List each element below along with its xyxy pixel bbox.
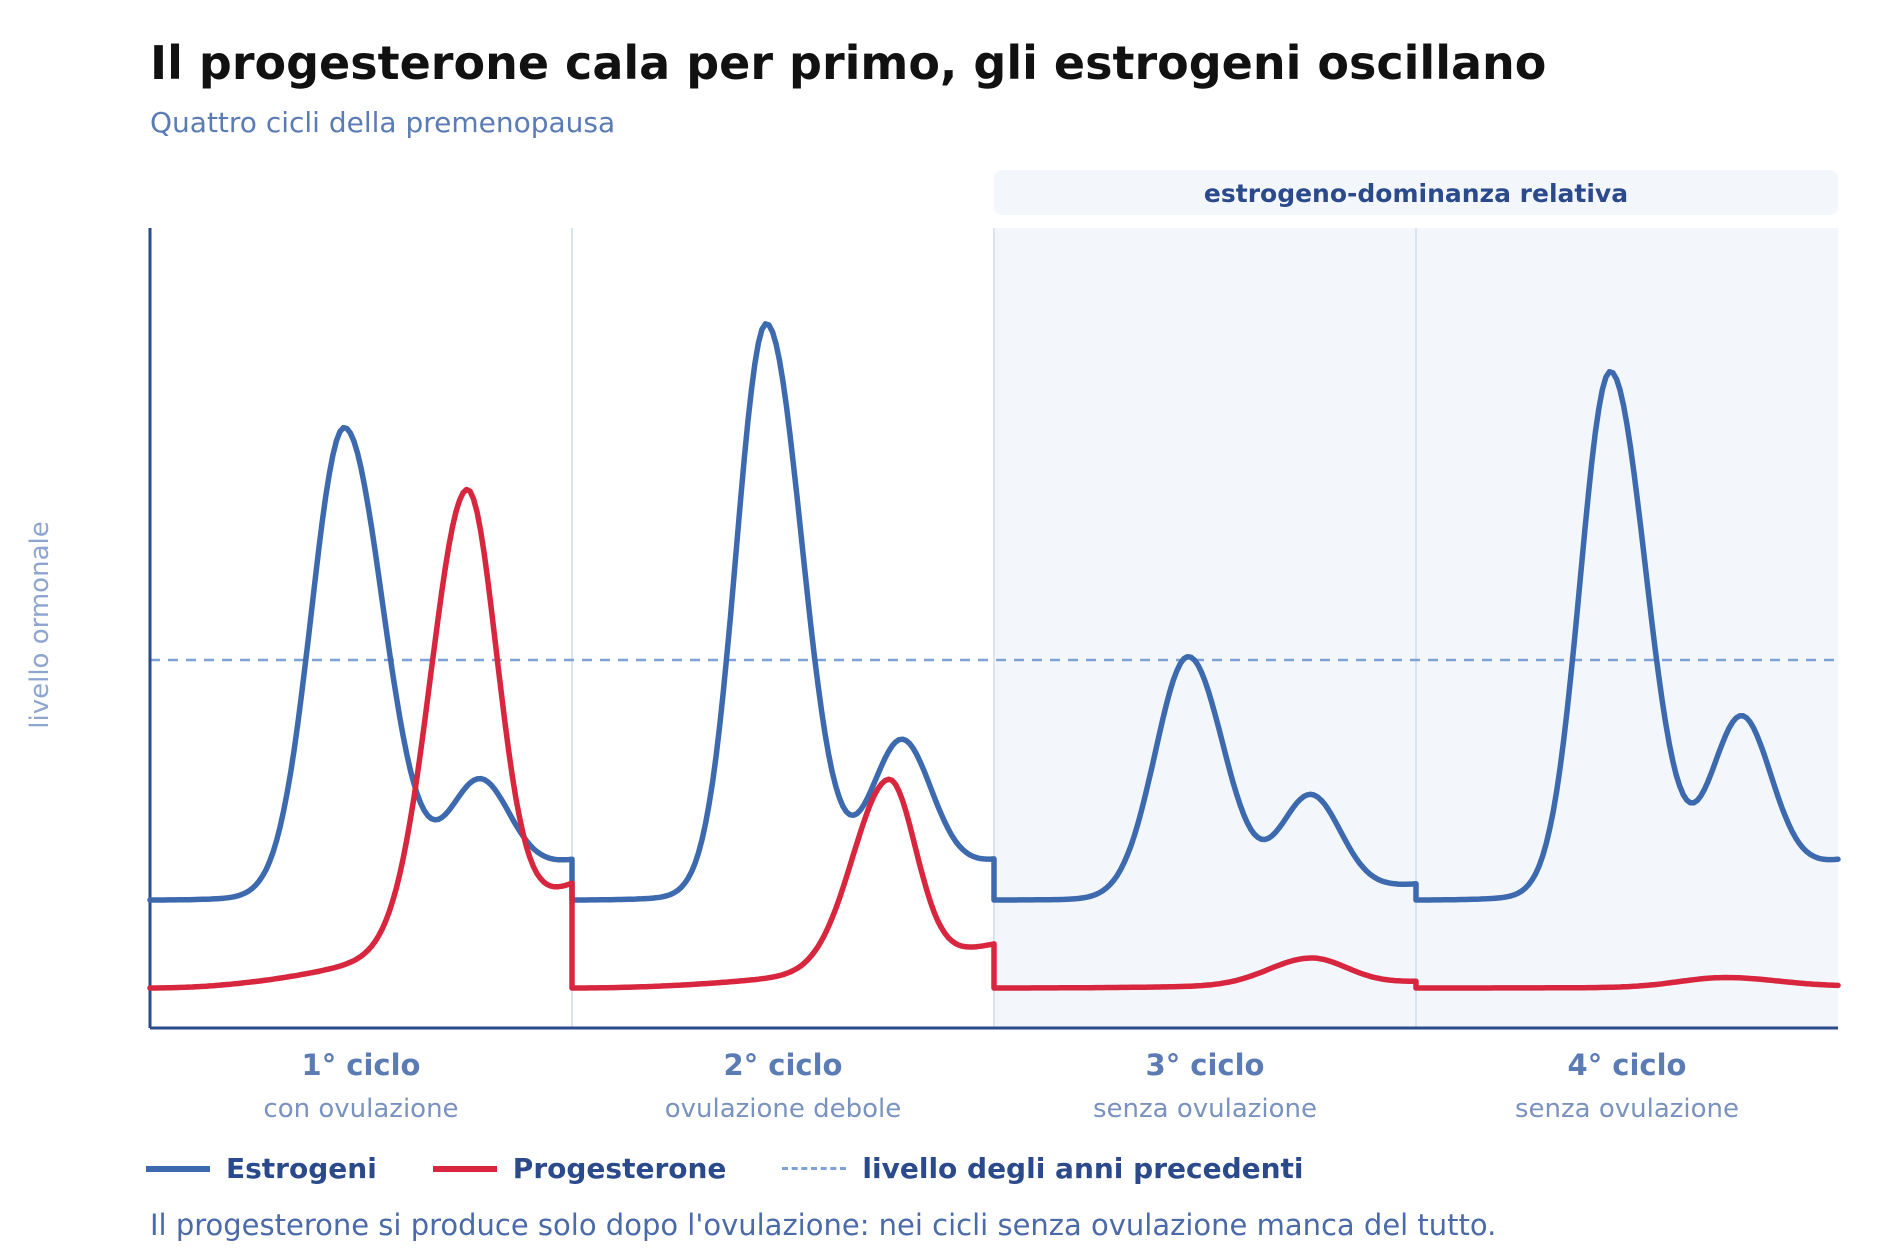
legend-item-reference: livello degli anni precedenti <box>782 1152 1304 1185</box>
cycle-label-3: 3° ciclo <box>1146 1048 1265 1082</box>
band-label: estrogeno-dominanza relativa <box>1204 179 1628 208</box>
footnote: Il progesterone si produce solo dopo l'o… <box>150 1208 1497 1242</box>
cycle-sublabel-2: ovulazione debole <box>665 1094 902 1124</box>
cycle-label-4: 4° ciclo <box>1568 1048 1687 1082</box>
cycle-label-2: 2° ciclo <box>724 1048 843 1082</box>
series-line-estrogen <box>147 321 1841 903</box>
series-line-progesterone <box>147 486 1841 991</box>
cycle-sublabel-1: con ovulazione <box>263 1094 458 1124</box>
legend-swatch-reference <box>782 1167 847 1170</box>
cycle-sublabel-4: senza ovulazione <box>1515 1094 1739 1124</box>
legend: Estrogeni Progesterone livello degli ann… <box>146 1152 1360 1185</box>
cycle-sublabel-3: senza ovulazione <box>1093 1094 1317 1124</box>
cycle-label-1: 1° ciclo <box>302 1048 421 1082</box>
chart-subtitle: Quattro cicli della premenopausa <box>150 106 616 139</box>
band-header <box>994 170 1838 215</box>
legend-item-estrogen: Estrogeni <box>146 1152 377 1185</box>
legend-label-reference: livello degli anni precedenti <box>862 1152 1304 1185</box>
legend-swatch-progesterone <box>432 1165 497 1172</box>
chart-title: Il progesterone cala per primo, gli estr… <box>150 36 1547 90</box>
legend-swatch-estrogen <box>146 1165 210 1172</box>
hormone-chart: estrogeno-dominanza relativa 1° ciclo con … <box>147 170 1841 1124</box>
legend-item-progesterone: Progesterone <box>432 1152 727 1185</box>
legend-label-progesterone: Progesterone <box>512 1152 727 1185</box>
legend-label-estrogen: Estrogeni <box>226 1152 377 1185</box>
